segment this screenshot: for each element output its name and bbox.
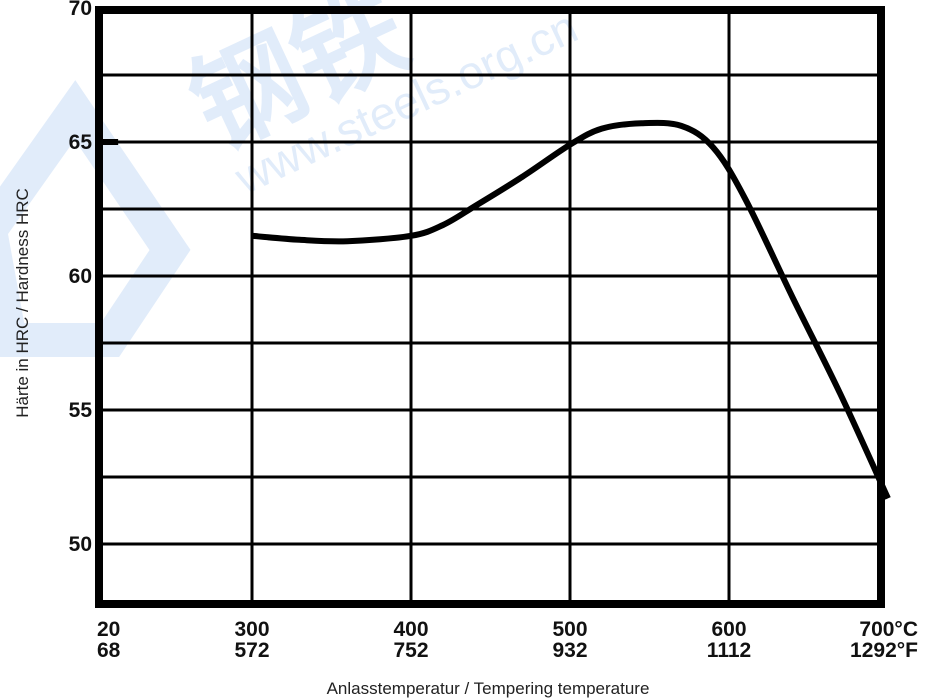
- watermark-logo: [0, 80, 191, 357]
- y-axis-title: Härte in HRC / Hardness HRC: [13, 188, 32, 418]
- y-tick-label: 50: [69, 533, 92, 556]
- y-tick-label: 55: [69, 399, 93, 422]
- y-tick-label: 60: [69, 265, 92, 288]
- x-tick-label-celsius: 700°C: [859, 618, 918, 641]
- x-tick-label-fahrenheit: 752: [393, 639, 428, 662]
- plot-area: [99, 119, 891, 500]
- hardness-curve: [251, 119, 891, 500]
- x-tick-label-celsius: 20: [97, 618, 120, 641]
- x-tick-label-fahrenheit: 1112: [707, 639, 751, 662]
- x-tick-label-fahrenheit: 572: [234, 639, 269, 662]
- x-axis-title: Anlasstemperatur / Tempering temperature: [327, 679, 650, 698]
- y-tick-label: 70: [69, 0, 92, 20]
- x-tick-label-fahrenheit: 68: [97, 639, 121, 662]
- x-tick-label-celsius: 300: [234, 618, 269, 641]
- x-tick-label-celsius: 500: [552, 618, 587, 641]
- x-tick-label-fahrenheit: 1292°F: [850, 639, 918, 662]
- x-tick-label-celsius: 400: [393, 618, 428, 641]
- x-tick-label-celsius: 600: [711, 618, 746, 641]
- y-tick-label: 65: [69, 131, 93, 154]
- watermark: 钢铁 www.steels.org.cn: [0, 0, 585, 357]
- x-tick-label-fahrenheit: 932: [552, 639, 587, 662]
- plot-frame: [95, 6, 885, 608]
